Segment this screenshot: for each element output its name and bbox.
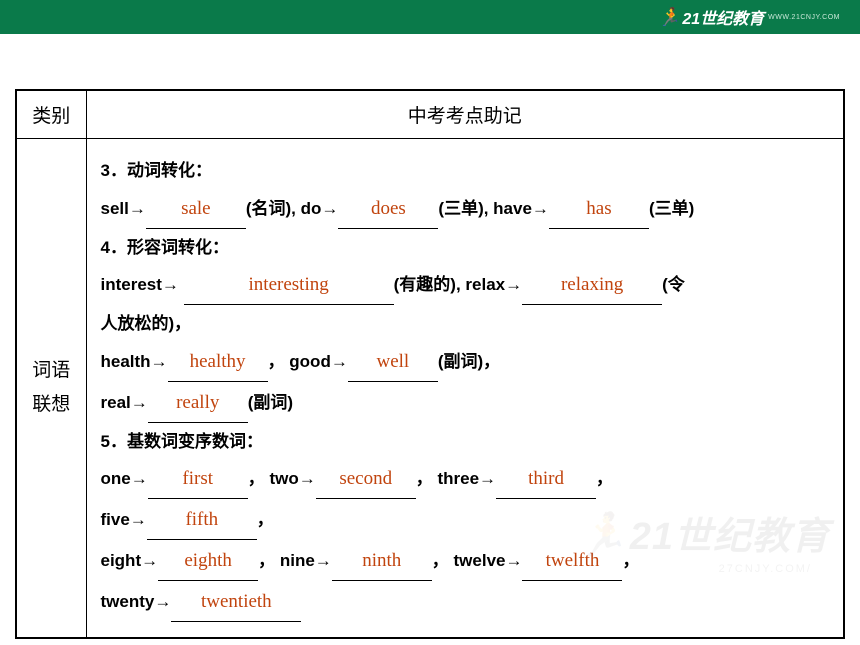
answer: first <box>182 459 213 499</box>
blank: ninth <box>332 540 432 581</box>
txt: ， two→ <box>248 469 316 488</box>
section-5-title: 5．基数词变序数词： <box>101 424 832 460</box>
txt: real→ <box>101 393 148 412</box>
blank: well <box>348 341 438 382</box>
runner-icon: 🏃 <box>658 7 680 28</box>
txt: ， twelve→ <box>432 551 523 570</box>
logo: 🏃 21世纪教育 WWW.21CNJY.COM <box>658 5 840 29</box>
blank: third <box>496 458 596 499</box>
txt: sell→ <box>101 199 146 218</box>
section-5-line4: twenty→ twentieth <box>101 582 832 623</box>
txt: (三单) <box>649 199 694 218</box>
header-bar: 🏃 21世纪教育 WWW.21CNJY.COM <box>0 0 860 34</box>
answer: eighth <box>184 541 232 581</box>
category-cell: 词语联想 <box>16 139 86 638</box>
txt: ， three→ <box>416 469 496 488</box>
txt: twenty→ <box>101 592 172 611</box>
txt: (令 <box>662 275 685 294</box>
answer: twelfth <box>546 541 600 581</box>
content-cell: 3．动词转化： sell→ sale (名词), do→ does (三单), have… <box>86 139 844 638</box>
section-5-line3: eight→ eighth ， nine→ ninth ， twelve→ twelfth… <box>101 541 832 582</box>
answer: healthy <box>190 342 246 382</box>
txt: health→ <box>101 352 168 371</box>
txt: (名词), do→ <box>246 199 339 218</box>
blank: does <box>338 188 438 229</box>
answer: third <box>528 459 564 499</box>
answer: twentieth <box>201 582 272 622</box>
answer: interesting <box>249 265 329 305</box>
logo-text: 21世纪教育 <box>682 5 764 29</box>
content-area: 类别 中考考点助记 词语联想 3．动词转化： sell→ sale (名词), do… <box>0 34 860 639</box>
blank: second <box>316 458 416 499</box>
answer: ninth <box>362 541 401 581</box>
blank: has <box>549 188 649 229</box>
answer: fifth <box>185 500 218 540</box>
section-4-line1: interest→ interesting (有趣的), relax→ relaxi… <box>101 265 832 306</box>
txt: eight→ <box>101 551 159 570</box>
logo-subtext: WWW.21CNJY.COM <box>768 14 840 21</box>
blank: relaxing <box>522 264 662 305</box>
blank: first <box>148 458 248 499</box>
section-5-line2: five→ fifth ， <box>101 500 832 541</box>
section-4-line3: health→ healthy ， good→ well (副词)， <box>101 342 832 383</box>
txt: ， <box>622 551 639 570</box>
blank: twelfth <box>522 540 622 581</box>
txt: one→ <box>101 469 148 488</box>
txt: (副词) <box>248 393 293 412</box>
txt: (三单), have→ <box>438 199 549 218</box>
answer: well <box>376 342 409 382</box>
blank: interesting <box>184 264 394 305</box>
blank: sale <box>146 188 246 229</box>
answer: really <box>176 383 219 423</box>
section-3-title: 3．动词转化： <box>101 153 832 189</box>
txt: (有趣的), relax→ <box>394 275 522 294</box>
txt: interest→ <box>101 275 184 294</box>
blank: healthy <box>168 341 268 382</box>
blank: eighth <box>158 540 258 581</box>
section-4-line4: real→ really (副词) <box>101 383 832 424</box>
txt: ， nine→ <box>258 551 332 570</box>
txt: ， <box>596 469 613 488</box>
blank: fifth <box>147 499 257 540</box>
txt: five→ <box>101 510 147 529</box>
study-table: 类别 中考考点助记 词语联想 3．动词转化： sell→ sale (名词), do… <box>15 89 845 639</box>
section-4-line2a: 人放松的)， <box>101 306 832 342</box>
answer: relaxing <box>561 265 623 305</box>
section-5-line1: one→ first ， two→ second ， three→ third ， <box>101 459 832 500</box>
answer: sale <box>181 189 211 229</box>
txt: ， good→ <box>268 352 348 371</box>
section-4-title: 4．形容词转化： <box>101 230 832 266</box>
blank: twentieth <box>171 581 301 622</box>
blank: really <box>148 382 248 423</box>
col-header-content: 中考考点助记 <box>86 90 844 139</box>
txt: (副词)， <box>438 352 500 371</box>
section-3-line: sell→ sale (名词), do→ does (三单), have→ has (三单) <box>101 189 832 230</box>
col-header-category: 类别 <box>16 90 86 139</box>
txt: ， <box>257 510 274 529</box>
answer: has <box>586 189 611 229</box>
answer: does <box>371 189 406 229</box>
answer: second <box>339 459 392 499</box>
